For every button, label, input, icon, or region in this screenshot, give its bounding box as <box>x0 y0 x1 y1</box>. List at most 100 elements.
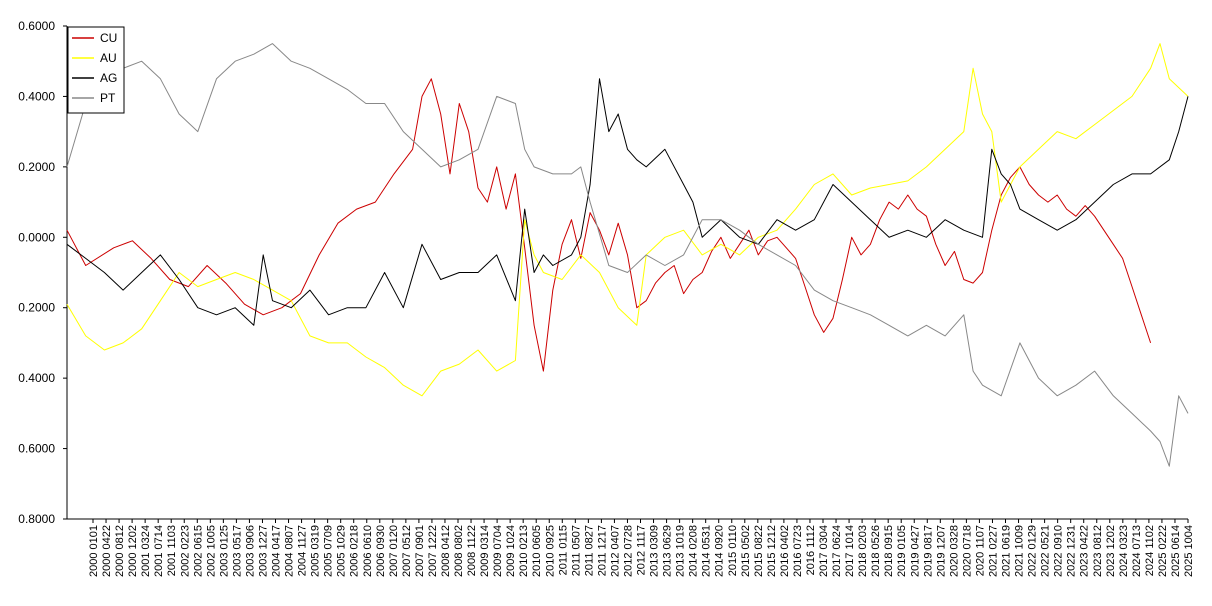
x-tick-label: 2002 1005 <box>205 525 217 577</box>
legend-label-pt: PT <box>100 91 116 105</box>
x-tick-label: 2005 0709 <box>323 525 335 577</box>
x-tick-label: 2009 0314 <box>479 525 491 577</box>
x-tick-label: 2025 0614 <box>1170 525 1182 577</box>
series-line-au <box>66 43 1189 397</box>
x-tick-label: 2005 1029 <box>336 525 348 577</box>
x-tick-label: 2010 0213 <box>518 525 530 577</box>
y-tick-label: 0.0000 <box>18 230 55 244</box>
y-axis: 0.6000 0.4000 0.2000 0.0000 0.2000 0.4000 0.60… <box>18 19 68 526</box>
x-tick-label: 2017 0304 <box>818 525 830 577</box>
x-tick-label: 2000 0422 <box>101 525 113 577</box>
x-tick-label: 2007 1222 <box>427 525 439 577</box>
x-tick-label: 2015 1212 <box>766 525 778 577</box>
x-tick-label: 2008 0802 <box>453 525 465 577</box>
x-tick-label: 2012 0728 <box>622 525 634 577</box>
y-tick-label: 0.6000 <box>18 442 55 456</box>
x-tick-label: 2016 0402 <box>779 525 791 577</box>
x-tick-label: 2004 0417 <box>271 525 283 577</box>
x-tick-label: 2006 0218 <box>349 525 361 577</box>
x-tick-label: 2004 0807 <box>284 525 296 577</box>
x-tick-label: 2014 0208 <box>688 525 700 577</box>
x-tick-label: 2013 0629 <box>662 525 674 577</box>
x-tick-label: 2015 0502 <box>740 525 752 577</box>
x-tick-label: 2010 0925 <box>544 525 556 577</box>
x-tick-label: 2000 1202 <box>127 525 139 577</box>
x-tick-label: 2013 0309 <box>649 525 661 577</box>
x-tick-label: 2017 0624 <box>831 525 843 577</box>
x-tick-label: 2007 0512 <box>401 525 413 577</box>
x-tick-label: 2019 0817 <box>922 525 934 577</box>
x-tick-label: 2006 0610 <box>362 525 374 577</box>
y-tick-label: 0.4000 <box>18 89 55 103</box>
x-tick-label: 2016 0723 <box>792 525 804 577</box>
x-tick-label: 2024 0713 <box>1131 525 1143 577</box>
x-tick-label: 2004 1127 <box>297 525 309 576</box>
series-line-ag <box>66 78 1189 326</box>
x-tick-label: 2014 0531 <box>701 525 713 577</box>
series-line-cu <box>66 78 1152 372</box>
x-tick-label: 2021 0227 <box>987 525 999 577</box>
x-tick-label: 2020 1107 <box>974 525 986 576</box>
x-tick-label: 2018 0915 <box>883 525 895 577</box>
y-tick-label: 0.4000 <box>18 371 55 385</box>
x-tick-label: 2011 1217 <box>596 525 608 576</box>
x-tick-label: 2015 0822 <box>753 525 765 577</box>
x-tick-label: 2025 1004 <box>1183 525 1195 577</box>
x-tick-label: 2024 1102 <box>1144 525 1156 576</box>
x-tick-label: 2010 0605 <box>531 525 543 577</box>
x-tick-label: 2018 0203 <box>857 525 869 577</box>
x-tick-label: 2016 1112 <box>805 525 817 575</box>
x-tick-label: 2023 0812 <box>1092 525 1104 577</box>
x-tick-label: 2025 0222 <box>1157 525 1169 577</box>
x-tick-label: 2012 0407 <box>609 525 621 577</box>
x-tick-label: 2001 0324 <box>140 525 152 577</box>
x-tick-label: 2007 0120 <box>388 525 400 577</box>
x-tick-label: 2009 1024 <box>505 525 517 577</box>
x-tick-label: 2020 0718 <box>961 525 973 577</box>
x-tick-label: 2021 0619 <box>1001 525 1013 577</box>
x-tick-label: 2023 1202 <box>1105 525 1117 577</box>
x-tick-label: 2006 0930 <box>375 525 387 577</box>
x-tick-label: 2019 0427 <box>909 525 921 577</box>
x-tick-label: 2022 1231 <box>1066 525 1078 577</box>
x-tick-label: 2022 0129 <box>1027 525 1039 577</box>
series-line-pt <box>66 43 1189 467</box>
x-tick-label: 2003 0906 <box>244 525 256 577</box>
legend-label-ag: AG <box>100 71 117 85</box>
y-tick-label: 0.6000 <box>18 19 55 33</box>
x-tick-label: 2002 0615 <box>192 525 204 577</box>
x-tick-label: 2005 0319 <box>310 525 322 577</box>
x-tick-label: 2001 1103 <box>166 525 178 576</box>
x-tick-label: 2015 0110 <box>727 525 739 576</box>
y-tick-label: 0.2000 <box>18 301 55 315</box>
x-tick-label: 2022 0910 <box>1053 525 1065 577</box>
x-tick-label: 2022 0521 <box>1040 525 1052 577</box>
legend-label-cu: CU <box>100 31 117 45</box>
x-axis: 2000 0101 2000 0422 2000 0812 2000 1202 2001… <box>67 518 1195 577</box>
y-tick-label: 0.8000 <box>18 512 55 526</box>
x-tick-label: 2024 0323 <box>1118 525 1130 577</box>
x-tick-label: 2014 0920 <box>714 525 726 577</box>
x-tick-label: 2019 1207 <box>935 525 947 577</box>
legend: CU AU AG PT <box>67 26 125 114</box>
x-tick-label: 2009 0704 <box>492 525 504 577</box>
x-tick-label: 2021 1009 <box>1014 525 1026 577</box>
y-tick-label: 0.2000 <box>18 160 55 174</box>
x-tick-label: 2003 1227 <box>257 525 269 577</box>
x-tick-label: 2012 1117 <box>636 525 648 575</box>
x-tick-label: 2008 0412 <box>440 525 452 577</box>
plot-area <box>66 43 1189 467</box>
x-tick-label: 2008 1122 <box>466 525 478 576</box>
x-tick-label: 2018 0526 <box>870 525 882 577</box>
x-tick-label: 2011 0507 <box>570 525 582 576</box>
x-tick-label: 2023 0422 <box>1079 525 1091 577</box>
legend-label-au: AU <box>100 51 117 65</box>
x-tick-label: 2013 1019 <box>675 525 687 577</box>
x-tick-label: 2000 0101 <box>88 525 100 577</box>
x-tick-label: 2011 0827 <box>583 525 595 576</box>
x-tick-label: 2017 1014 <box>844 525 856 577</box>
x-tick-label: 2020 0328 <box>948 525 960 577</box>
x-tick-label: 2007 0901 <box>414 525 426 577</box>
x-tick-label: 2003 0125 <box>218 525 230 577</box>
